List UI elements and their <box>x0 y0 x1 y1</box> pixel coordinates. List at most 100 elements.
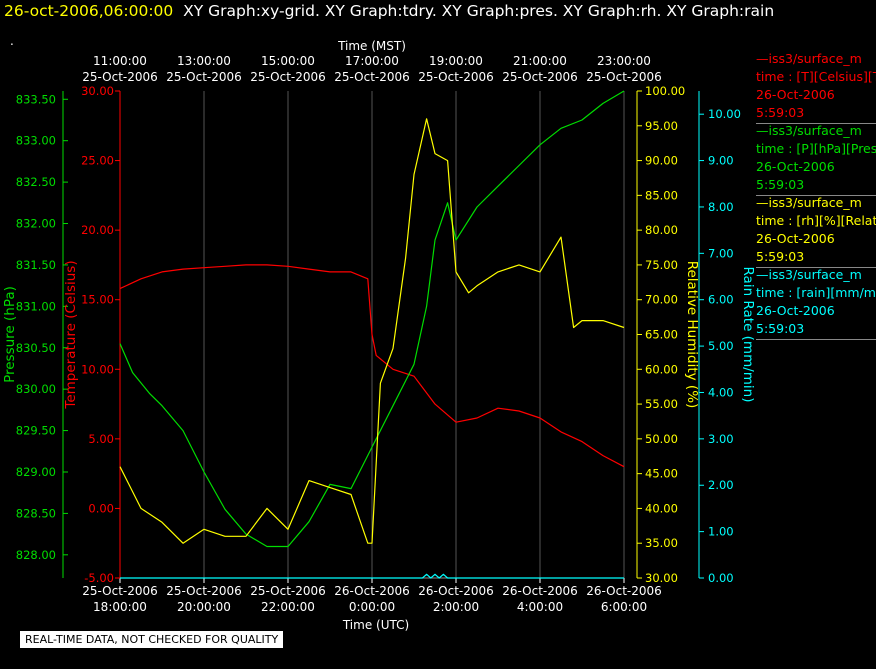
pressure-series-line <box>119 90 625 548</box>
legend-series-name: iss3/surface_m <box>768 195 862 210</box>
humidity-tick-label: 75.00 <box>645 258 678 272</box>
legend-series-time: 5:59:03 <box>756 249 805 264</box>
bottom-tick-time-label: 0:00:00 <box>349 600 395 614</box>
temperature-series-line <box>119 264 625 468</box>
bottom-tick-time-label: 2:00:00 <box>433 600 479 614</box>
legend-series-name: iss3/surface_m <box>768 267 862 282</box>
pressure-axis-title: Pressure (hPa) <box>2 286 18 383</box>
bottom-axis-label: Time (UTC) <box>342 618 409 632</box>
temperature-tick-label: 30.00 <box>81 84 114 98</box>
bottom-tick-date-label: 26-Oct-2006 <box>418 584 494 598</box>
humidity-tick-label: 80.00 <box>645 223 678 237</box>
temperature-tick-label: -5.00 <box>84 571 114 585</box>
humidity-tick-label: 100.00 <box>645 84 685 98</box>
legend-entry-pressure: —iss3/surface_m time : [P][hPa][Pres 26-… <box>756 122 876 196</box>
legend-series-date: 26-Oct-2006 <box>756 87 835 102</box>
humidity-tick-label: 30.00 <box>645 571 678 585</box>
temperature-tick-label: 0.00 <box>88 501 114 515</box>
legend-series-unit: time : [T][Celsius][T <box>756 69 876 84</box>
pressure-tick-label: 829.50 <box>16 424 56 438</box>
humidity-tick-label: 45.00 <box>645 467 678 481</box>
rain-tick-label: 6.00 <box>708 293 734 307</box>
pressure-tick-label: 833.00 <box>16 134 56 148</box>
rain-tick-label: 4.00 <box>708 385 734 399</box>
bottom-tick-date-label: 26-Oct-2006 <box>586 584 662 598</box>
legend-series-time: 5:59:03 <box>756 177 805 192</box>
legend-line-glyph: — <box>756 267 769 282</box>
legend-entry-humidity: —iss3/surface_m time : [rh][%][Relativ 2… <box>756 194 876 268</box>
humidity-tick-label: 65.00 <box>645 328 678 342</box>
bottom-tick-date-label: 25-Oct-2006 <box>82 584 158 598</box>
temperature-axis-title: Temperature (Celsius) <box>63 260 79 409</box>
humidity-series-line <box>119 118 625 544</box>
legend-series-unit: time : [rh][%][Relativ <box>756 213 876 228</box>
bottom-tick-date-label: 25-Oct-2006 <box>250 584 326 598</box>
legend-line-glyph: — <box>756 195 769 210</box>
bottom-tick-date-label: 26-Oct-2006 <box>502 584 578 598</box>
top-tick-time-label: 17:00:00 <box>345 54 399 68</box>
legend-divider <box>756 339 876 340</box>
legend-divider <box>756 123 876 124</box>
legend-series-name: iss3/surface_m <box>768 123 862 138</box>
pressure-tick-label: 828.00 <box>16 548 56 562</box>
title-bar: 26-oct-2006,06:00:00 XY Graph:xy-grid. X… <box>4 2 774 20</box>
top-tick-date-label: 25-Oct-2006 <box>418 70 494 84</box>
rain-tick-label: 2.00 <box>708 478 734 492</box>
temperature-tick-label: 20.00 <box>81 223 114 237</box>
legend-series-unit: time : [P][hPa][Pres <box>756 141 876 156</box>
rain-tick-label: 0.00 <box>708 571 734 585</box>
humidity-tick-label: 55.00 <box>645 397 678 411</box>
humidity-tick-label: 35.00 <box>645 536 678 550</box>
temperature-tick-label: 25.00 <box>81 154 114 168</box>
legend-series-name: iss3/surface_m <box>768 51 862 66</box>
top-tick-date-label: 25-Oct-2006 <box>502 70 578 84</box>
pressure-tick-label: 829.00 <box>16 465 56 479</box>
rain-series-line <box>120 573 624 579</box>
temperature-tick-label: 10.00 <box>81 362 114 376</box>
rain-axis-title: Rain Rate (mm/min) <box>740 266 756 402</box>
humidity-tick-label: 60.00 <box>645 362 678 376</box>
pressure-tick-label: 828.50 <box>16 506 56 520</box>
top-tick-date-label: 25-Oct-2006 <box>334 70 410 84</box>
rain-tick-label: 9.00 <box>708 154 734 168</box>
top-tick-date-label: 25-Oct-2006 <box>250 70 326 84</box>
pressure-tick-label: 831.50 <box>16 258 56 272</box>
legend-series-date: 26-Oct-2006 <box>756 159 835 174</box>
humidity-tick-label: 40.00 <box>645 501 678 515</box>
humidity-tick-label: 85.00 <box>645 188 678 202</box>
rain-tick-label: 5.00 <box>708 339 734 353</box>
status-dot: . <box>10 34 14 48</box>
pressure-tick-label: 831.00 <box>16 299 56 313</box>
legend-series-unit: time : [rain][mm/min <box>756 285 876 300</box>
humidity-tick-label: 50.00 <box>645 432 678 446</box>
legend-divider <box>756 267 876 268</box>
legend-series-time: 5:59:03 <box>756 105 805 120</box>
rain-tick-label: 8.00 <box>708 200 734 214</box>
legend-series-time: 5:59:03 <box>756 321 805 336</box>
legend-line-glyph: — <box>756 123 769 138</box>
timestamp-label: 26-oct-2006,06:00:00 <box>4 2 174 20</box>
temperature-tick-label: 5.00 <box>88 432 114 446</box>
pressure-tick-label: 832.00 <box>16 217 56 231</box>
rain-tick-label: 3.00 <box>708 432 734 446</box>
pressure-tick-label: 833.50 <box>16 92 56 106</box>
top-tick-date-label: 25-Oct-2006 <box>586 70 662 84</box>
top-tick-time-label: 19:00:00 <box>429 54 483 68</box>
quality-notice: REAL-TIME DATA, NOT CHECKED FOR QUALITY <box>20 631 284 648</box>
top-tick-date-label: 25-Oct-2006 <box>82 70 158 84</box>
rain-tick-label: 1.00 <box>708 525 734 539</box>
top-tick-time-label: 11:00:00 <box>93 54 147 68</box>
bottom-tick-date-label: 25-Oct-2006 <box>166 584 242 598</box>
bottom-tick-time-label: 4:00:00 <box>517 600 563 614</box>
graph-list-label: XY Graph:xy-grid. XY Graph:tdry. XY Grap… <box>183 2 775 20</box>
top-tick-time-label: 23:00:00 <box>597 54 651 68</box>
top-tick-time-label: 21:00:00 <box>513 54 567 68</box>
legend-series-date: 26-Oct-2006 <box>756 231 835 246</box>
rain-tick-label: 10.00 <box>708 107 741 121</box>
legend-divider <box>756 195 876 196</box>
pressure-tick-label: 832.50 <box>16 175 56 189</box>
top-tick-time-label: 13:00:00 <box>177 54 231 68</box>
humidity-tick-label: 90.00 <box>645 154 678 168</box>
bottom-tick-time-label: 22:00:00 <box>261 600 315 614</box>
temperature-tick-label: 15.00 <box>81 293 114 307</box>
